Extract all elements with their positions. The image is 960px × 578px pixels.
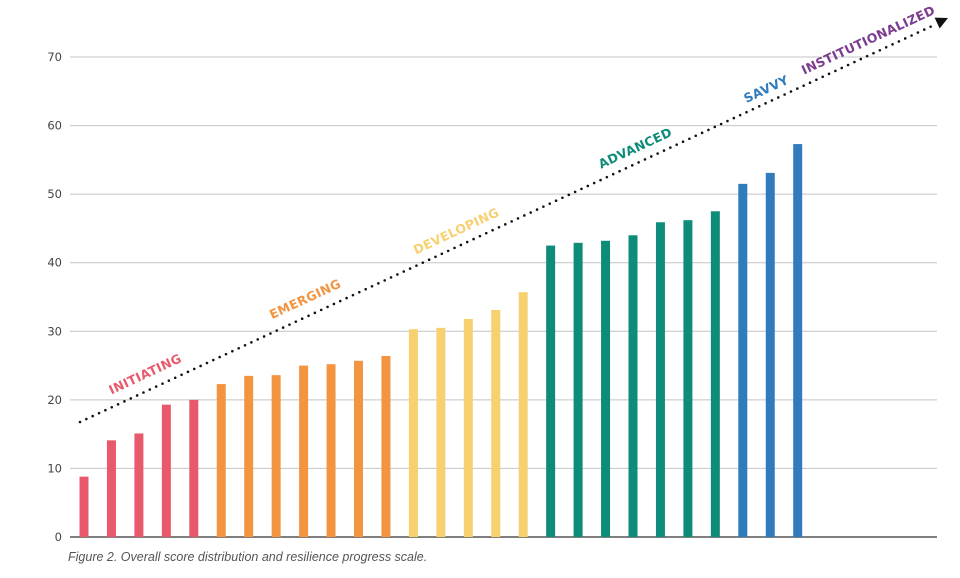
- stage-label: EMERGING: [267, 276, 343, 322]
- bar: [518, 292, 528, 537]
- bar: [655, 222, 665, 537]
- y-tick-label: 60: [47, 119, 62, 133]
- stage-label: SAVVY: [741, 72, 791, 106]
- bar: [408, 329, 418, 537]
- bar: [491, 310, 501, 537]
- y-tick-label: 10: [47, 461, 62, 475]
- bar: [134, 433, 144, 537]
- bar: [189, 399, 199, 537]
- stage-label: INITIATING: [106, 351, 184, 398]
- stage-label: ADVANCED: [596, 124, 674, 171]
- bar: [738, 183, 748, 537]
- y-tick-label: 20: [47, 393, 62, 407]
- bar: [546, 245, 556, 538]
- bar: [710, 211, 720, 538]
- bar: [765, 172, 775, 537]
- y-tick-label: 30: [47, 324, 62, 338]
- trend-arrow-head-icon: [934, 17, 948, 29]
- bar: [683, 220, 693, 537]
- bar: [79, 476, 89, 537]
- bar: [271, 375, 281, 537]
- bar: [628, 235, 638, 538]
- bar: [161, 404, 171, 537]
- bar: [244, 375, 254, 537]
- bar: [436, 327, 446, 537]
- figure-caption: Figure 2. Overall score distribution and…: [68, 550, 428, 564]
- y-tick-label: 40: [47, 256, 62, 270]
- bar: [793, 144, 803, 538]
- trend-arrow-line: [78, 24, 934, 424]
- bar: [601, 240, 611, 537]
- bar: [299, 365, 309, 537]
- bar: [573, 242, 583, 538]
- stage-label: DEVELOPING: [411, 205, 501, 258]
- y-tick-label: 0: [55, 530, 62, 544]
- bar: [106, 440, 116, 537]
- y-tick-label: 50: [47, 187, 62, 201]
- bar: [463, 318, 473, 537]
- bar: [381, 355, 391, 537]
- bar: [216, 384, 226, 537]
- bar: [354, 360, 363, 537]
- bar: [326, 364, 336, 537]
- y-tick-label: 70: [47, 50, 62, 64]
- stage-label: INSTITUTIONALIZED: [799, 2, 937, 77]
